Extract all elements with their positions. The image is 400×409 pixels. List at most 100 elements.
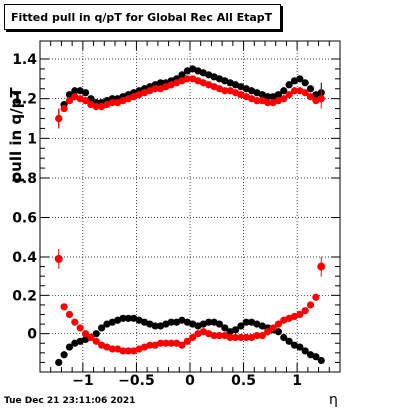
data-point — [146, 341, 154, 349]
data-point — [60, 104, 68, 113]
data-point — [92, 330, 100, 338]
data-point — [296, 75, 304, 83]
data-point — [215, 320, 224, 328]
data-point — [242, 318, 250, 326]
y-tick-label: 1 — [27, 131, 37, 147]
data-point — [301, 347, 309, 355]
data-point — [296, 310, 304, 319]
data-point — [301, 307, 309, 315]
y-tick-label: 0.2 — [12, 288, 37, 304]
data-point — [258, 331, 266, 340]
data-point — [274, 320, 282, 328]
data-point — [312, 293, 320, 301]
data-point — [81, 89, 90, 97]
y-tick-label: 0.4 — [12, 250, 37, 266]
data-point — [280, 87, 288, 95]
data-point — [65, 343, 74, 351]
y-tick-label: 0.8 — [12, 171, 37, 187]
y-axis-label: pull in q/pT — [7, 87, 25, 183]
data-point — [54, 254, 63, 263]
data-point — [264, 93, 272, 101]
axis-ticks — [40, 41, 340, 372]
data-point — [312, 353, 320, 361]
data-point — [151, 85, 159, 93]
data-point — [269, 324, 277, 332]
x-tick-label: 0 — [185, 373, 195, 389]
data-point — [156, 79, 165, 87]
data-point — [253, 97, 261, 105]
data-point — [124, 347, 132, 355]
data-point — [92, 103, 100, 111]
data-point — [237, 322, 245, 330]
data-point — [290, 87, 299, 95]
data-point — [301, 79, 309, 87]
x-axis-label: η — [329, 392, 338, 408]
data-point — [156, 339, 165, 347]
data-point — [306, 301, 315, 309]
data-point — [189, 333, 197, 342]
data-point — [167, 339, 175, 347]
tick-labels: −1 −0.5 0 0.5 1 0 0.2 0.4 0.6 0.8 1 1.2 1.4 — [12, 52, 302, 389]
data-point — [317, 262, 326, 271]
data-point — [124, 314, 132, 322]
data-point — [264, 99, 272, 107]
chart-title-box: Fitted pull in q/pT for Global Rec All E… — [4, 4, 281, 30]
y-tick-label: 0 — [27, 327, 37, 343]
data-point — [301, 89, 309, 97]
y-tick-label: 1.4 — [12, 52, 37, 68]
data-point — [274, 91, 282, 99]
data-point — [108, 345, 116, 353]
data-point — [280, 95, 288, 103]
x-tick-label: 1 — [292, 373, 302, 389]
data-point — [71, 87, 79, 95]
data-point — [280, 333, 288, 342]
data-point — [237, 333, 245, 342]
data-point — [242, 333, 250, 342]
data-point — [215, 331, 224, 340]
data-point — [119, 314, 127, 322]
y-tick-label: 0.6 — [12, 211, 37, 227]
data-point — [264, 328, 272, 336]
timestamp: Tue Dec 21 23:11:06 2021 — [4, 396, 136, 406]
data-point — [210, 331, 218, 340]
data-point — [221, 324, 229, 332]
data-point — [253, 331, 261, 340]
data-point — [55, 114, 63, 123]
data-point — [285, 91, 293, 99]
data-point — [151, 322, 159, 330]
data-point — [71, 318, 79, 326]
data-point — [205, 318, 213, 326]
x-tick-label: −0.5 — [118, 373, 155, 389]
data-point — [317, 95, 325, 103]
data-point — [178, 341, 186, 349]
data-point — [306, 93, 315, 101]
data-point — [60, 351, 68, 359]
data-point — [108, 99, 116, 107]
data-point — [285, 337, 293, 345]
data-point — [274, 328, 282, 336]
data-point — [226, 333, 234, 342]
data-point — [317, 356, 325, 365]
data-point — [306, 85, 315, 93]
data-point — [76, 324, 84, 332]
data-point — [81, 330, 90, 338]
data-point — [296, 343, 304, 351]
data-point — [178, 71, 186, 79]
y-tick-label: 1.2 — [12, 92, 37, 108]
data-point — [167, 318, 175, 326]
grid-lines — [40, 41, 340, 372]
x-tick-label: −1 — [72, 373, 93, 389]
data-point — [60, 303, 68, 311]
data-point — [65, 310, 74, 319]
data-point — [231, 326, 240, 334]
data-point — [183, 337, 191, 345]
data-point — [65, 97, 74, 105]
data-point — [183, 75, 191, 83]
data-point — [87, 333, 95, 342]
data-point — [231, 333, 240, 342]
chart-title: Fitted pull in q/pT for Global Rec All E… — [11, 11, 273, 24]
data-point — [162, 339, 170, 347]
data-points — [54, 65, 326, 367]
